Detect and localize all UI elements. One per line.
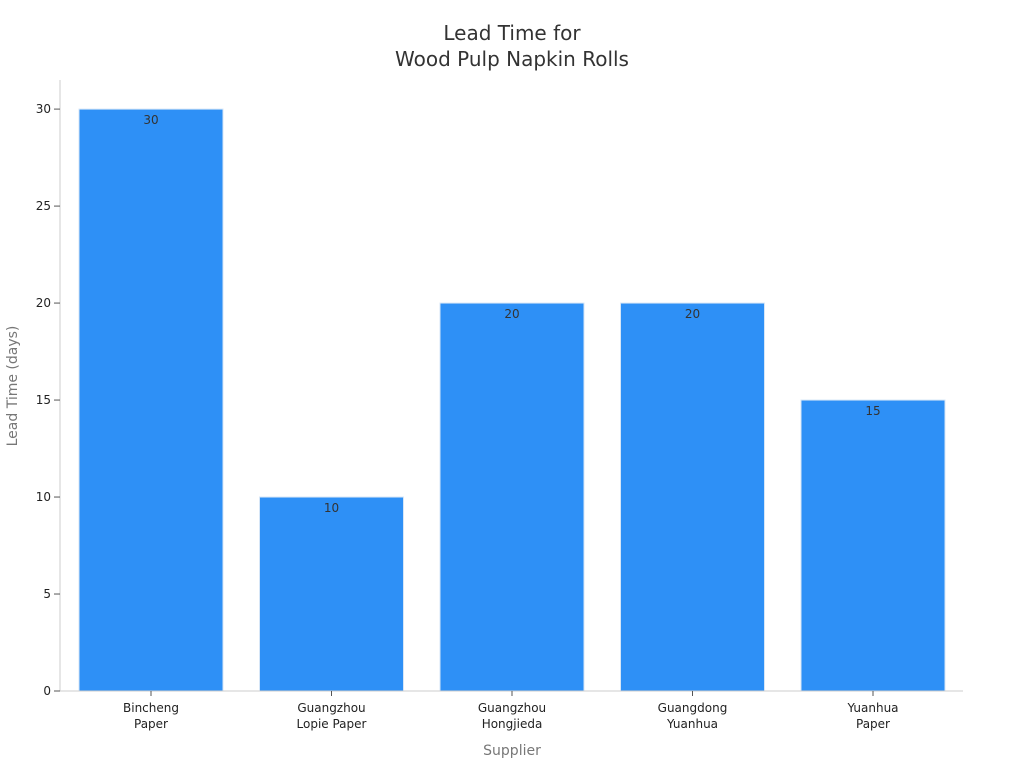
bar <box>259 496 404 692</box>
y-tick-label: 15 <box>36 393 51 407</box>
bar-value-label: 15 <box>865 404 880 418</box>
y-tick-label: 5 <box>43 587 51 601</box>
bar <box>620 302 765 692</box>
chart-title: Lead Time for Wood Pulp Napkin Rolls <box>395 21 629 71</box>
bars <box>78 108 946 692</box>
bar-value-label: 20 <box>504 307 519 321</box>
x-tick-label: Bincheng Paper <box>123 701 179 731</box>
bar <box>439 302 585 692</box>
y-tick-label: 0 <box>43 684 51 698</box>
chart-title-line-2: Wood Pulp Napkin Rolls <box>395 47 629 71</box>
bar-value-label: 10 <box>324 501 339 515</box>
x-tick-label: Yuanhua Paper <box>846 701 898 731</box>
x-axis: Bincheng Paper Guangzhou Lopie Paper Guangzh… <box>60 690 963 731</box>
bar-value-label: 30 <box>143 113 158 127</box>
x-tick-label: Guangdong Yuanhua <box>658 701 728 731</box>
y-tick-label: 25 <box>36 199 51 213</box>
bar-value-label: 20 <box>685 307 700 321</box>
y-axis: 0 5 10 15 20 25 30 <box>36 80 61 698</box>
x-tick-label: Guangzhou Lopie Paper <box>297 701 367 731</box>
chart-title-line-1: Lead Time for <box>443 21 581 45</box>
y-tick-label: 30 <box>36 102 51 116</box>
y-tick-label: 10 <box>36 490 51 504</box>
bar-data-labels: 30 10 20 20 15 <box>143 113 880 515</box>
bar <box>78 108 224 692</box>
y-axis-label: Lead Time (days) <box>5 326 21 447</box>
bar <box>800 399 946 692</box>
x-axis-label: Supplier <box>483 743 541 759</box>
y-tick-label: 20 <box>36 296 51 310</box>
x-tick-label: Guangzhou Hongjieda <box>478 701 546 731</box>
